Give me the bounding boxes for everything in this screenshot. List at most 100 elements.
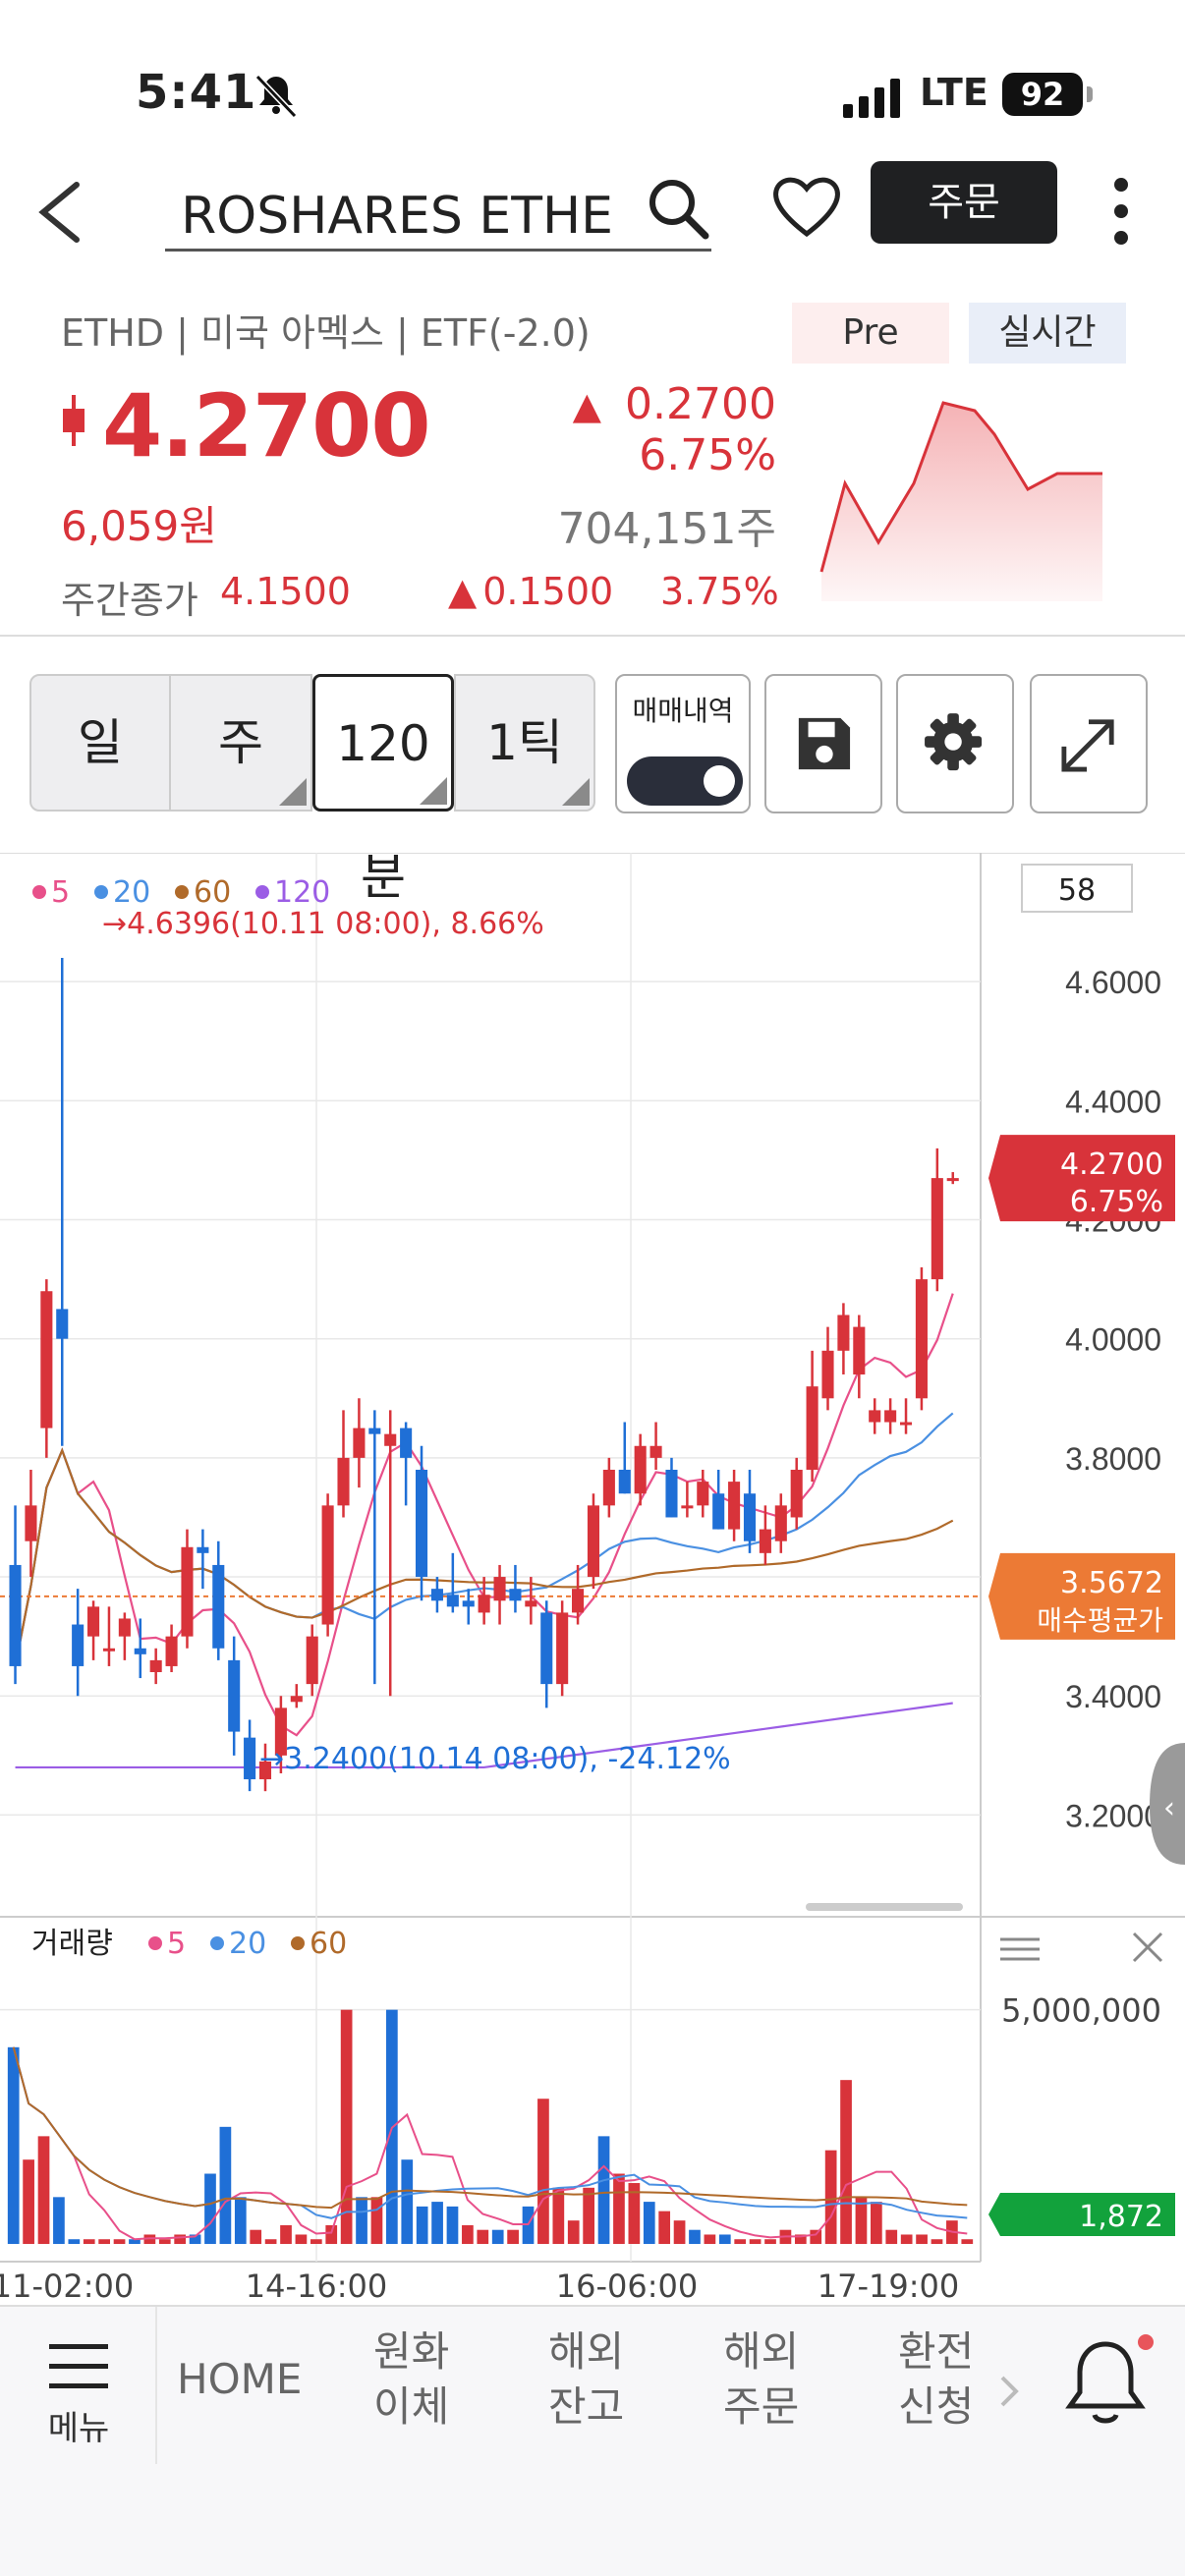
legend-dot: [32, 885, 46, 899]
volume-bar: [855, 2197, 868, 2244]
order-button[interactable]: 주문: [871, 161, 1057, 244]
period-day[interactable]: 일: [29, 674, 171, 812]
tab-label: 해외: [548, 2327, 625, 2376]
tab-krw-transfer[interactable]: 원화 이체: [373, 2324, 449, 2435]
volume-bar: [916, 2234, 928, 2244]
candle-body: [915, 1279, 928, 1399]
realtime-button[interactable]: 실시간: [969, 303, 1126, 364]
volume-bar: [477, 2229, 489, 2244]
volume-bar: [673, 2220, 686, 2244]
current-price: 4.2700: [102, 375, 431, 476]
candle-body: [587, 1505, 600, 1578]
more-options-icon[interactable]: [1097, 167, 1146, 255]
candle-body: [321, 1505, 334, 1625]
volume-bar: [204, 2173, 216, 2244]
candle-body: [462, 1600, 475, 1607]
volume-bar: [749, 2239, 762, 2244]
search-icon[interactable]: [645, 175, 713, 244]
chart-area[interactable]: 4.60004.40004.20004.00003.80003.60003.40…: [0, 853, 1185, 2301]
candle-body: [946, 1178, 959, 1182]
volume-bar: [537, 2099, 549, 2244]
volume-bar: [824, 2150, 837, 2244]
silent-bell-icon: [254, 74, 298, 119]
price-tick-label: 3.2000: [1065, 1798, 1161, 1833]
volume-bar: [583, 2187, 594, 2244]
period-label: 일: [78, 714, 123, 771]
candle-body: [87, 1606, 100, 1637]
candle-body: [9, 1564, 22, 1666]
volume-bar: [189, 2234, 201, 2244]
period-week[interactable]: 주: [169, 674, 312, 812]
legend-label: 60: [194, 875, 231, 910]
tab-label: 주문: [723, 2382, 800, 2431]
candle-body: [244, 1737, 256, 1780]
favorite-heart-icon[interactable]: [768, 167, 845, 244]
volume-bar: [613, 2173, 625, 2244]
pre-market-button[interactable]: Pre: [792, 303, 949, 364]
candle-body: [899, 1422, 913, 1426]
volume-bar: [597, 2136, 610, 2244]
weekly-close-label: 주간종가: [61, 579, 198, 622]
candle-body: [681, 1505, 694, 1509]
volume-bar: [416, 2206, 428, 2244]
price-tick-label: 3.8000: [1065, 1441, 1161, 1477]
price-chart[interactable]: 4.60004.40004.20004.00003.80003.60003.40…: [0, 853, 1185, 2301]
volume-bar: [340, 2009, 353, 2244]
save-button[interactable]: [764, 674, 882, 813]
tab-exchange-request[interactable]: 환전 신청: [898, 2324, 974, 2435]
save-icon: [798, 717, 851, 770]
legend-label: 20: [113, 875, 150, 910]
chart-grid: [0, 853, 1185, 2263]
menu-button[interactable]: 메뉴: [0, 2307, 157, 2464]
volume-close-icon: [1132, 1932, 1163, 1963]
back-chevron-icon[interactable]: [29, 167, 98, 255]
volume-bar: [462, 2224, 474, 2244]
x-tick-label: 14-16:00: [246, 2268, 387, 2301]
volume-legend-dot: [210, 1936, 224, 1950]
volume-bar: [764, 2239, 776, 2244]
status-bar: 5:41 LTE 92: [0, 0, 1185, 147]
tab-overseas-balance[interactable]: 해외 잔고: [548, 2324, 624, 2435]
volume-label: 거래량: [31, 1927, 113, 1961]
dropdown-corner-icon: [562, 778, 590, 806]
chevron-right-icon[interactable]: [994, 2372, 1024, 2411]
tab-label: 해외: [723, 2327, 800, 2376]
volume-bar: [794, 2234, 807, 2244]
intraday-sparkline: [819, 401, 1102, 601]
candle-body: [384, 1433, 397, 1446]
trade-history-switch[interactable]: [627, 756, 743, 806]
signal-icon: [843, 79, 900, 118]
volume-ma5-line: [12, 2046, 968, 2241]
candle-body: [353, 1428, 366, 1458]
volume-bar: [68, 2239, 81, 2244]
candle-body: [118, 1618, 131, 1637]
gear-icon: [925, 713, 983, 771]
volume-bar: [219, 2126, 232, 2244]
candle-body: [400, 1428, 413, 1458]
period-120min[interactable]: 120분: [312, 674, 454, 906]
tab-home[interactable]: HOME: [177, 2355, 303, 2403]
weekly-change-value: 0.1500: [482, 570, 614, 613]
candle-body: [415, 1470, 428, 1578]
fullscreen-button[interactable]: [1030, 674, 1148, 813]
quote-panel: ETHD | 미국 아멕스 | ETF(-2.0) Pre 실시간 4.2700…: [0, 285, 1185, 637]
candle-body: [884, 1410, 897, 1423]
low-annotation: →3.2400(10.14 08:00), -24.12%: [259, 1742, 731, 1776]
volume-legend-label: 5: [167, 1927, 186, 1961]
notification-bell-icon[interactable]: [1051, 2330, 1159, 2438]
chevron-left-icon: ‹: [1163, 1791, 1175, 1825]
trade-volume: 704,151주: [557, 504, 776, 554]
period-count-box: [1021, 864, 1133, 913]
volume-bar: [507, 2229, 519, 2244]
period-1tick[interactable]: 1틱: [454, 674, 595, 812]
volume-bar: [158, 2239, 171, 2244]
candle-body: [634, 1445, 647, 1494]
volume-bar: [961, 2239, 974, 2244]
candle-body: [712, 1493, 725, 1530]
symbol-title-field[interactable]: ROSHARES ETHE: [165, 167, 711, 252]
settings-button[interactable]: [896, 674, 1014, 813]
volume-current-tag: [988, 2193, 1175, 2236]
trade-history-toggle[interactable]: 매매내역: [615, 674, 751, 813]
